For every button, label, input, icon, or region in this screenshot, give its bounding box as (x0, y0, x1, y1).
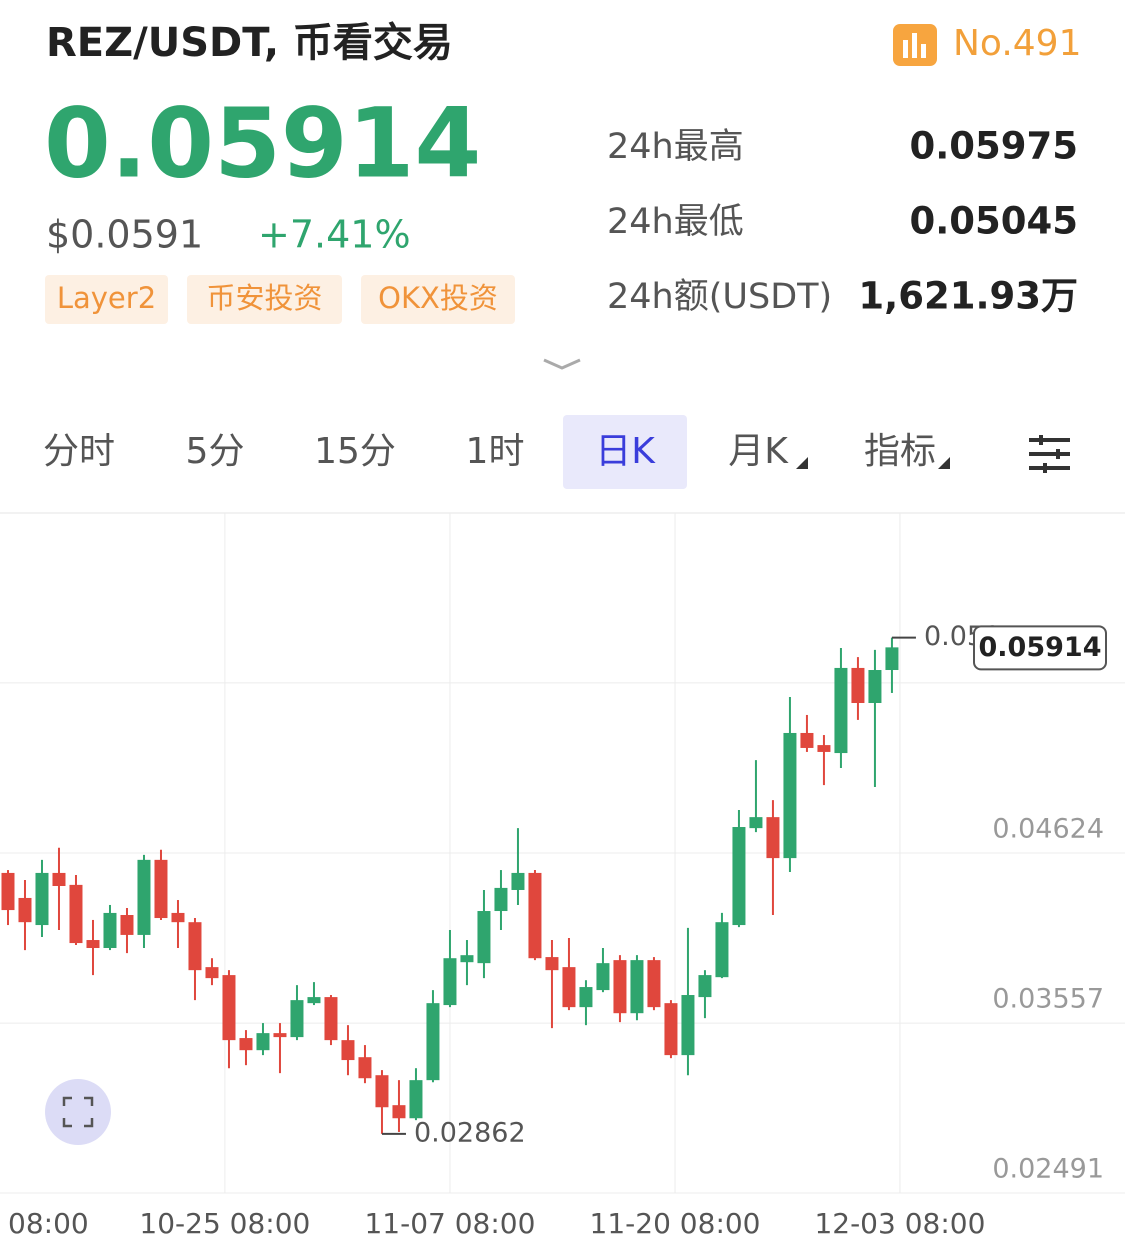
stat-label: 24h最高 (607, 127, 744, 167)
x-tick-label: 12-03 08:00 (814, 1207, 985, 1239)
candle-body (817, 745, 831, 752)
candle-body (715, 922, 729, 978)
stat-value: 0.05045 (909, 200, 1078, 243)
candle-body (120, 915, 134, 935)
fullscreen-button[interactable] (45, 1079, 111, 1145)
rank: No.491 (953, 23, 1081, 64)
candle-body (103, 912, 117, 949)
candle-body (613, 960, 627, 1014)
candle-body (545, 957, 559, 971)
candle-body (222, 975, 236, 1041)
stat-value: 1,621.93万 (858, 275, 1078, 318)
stat-label: 24h额(USDT) (607, 277, 832, 317)
tag-bg (187, 275, 342, 324)
candle-body (681, 995, 695, 1056)
candle-body (256, 1033, 270, 1051)
candle-body (1, 872, 15, 911)
candle-body (460, 955, 474, 963)
candle-body (579, 987, 593, 1008)
x-tick-label: 08:00 (8, 1207, 89, 1239)
min-label: 0.02862 (414, 1117, 526, 1148)
candle-body (18, 897, 32, 923)
candle-body (86, 940, 100, 949)
candle-body (137, 859, 151, 935)
candle-body (630, 960, 644, 1014)
stat-value: 0.05975 (909, 125, 1078, 168)
dropdown-caret (796, 457, 808, 469)
candle-body (239, 1038, 253, 1051)
candle-body (851, 667, 865, 704)
last-price-box (973, 625, 1107, 671)
candle-body (562, 967, 576, 1008)
candle-body (341, 1040, 355, 1061)
tab[interactable]: 15分 (314, 431, 396, 472)
candle-body (188, 922, 202, 971)
rank-icon (893, 24, 937, 66)
candle-body (273, 1033, 287, 1038)
candle-body (698, 975, 712, 998)
tag-bg (45, 275, 168, 324)
candle-body (783, 732, 797, 859)
candle-body (596, 963, 610, 991)
tag: Layer2 (57, 281, 156, 315)
candle-body (35, 872, 49, 926)
y-tick-label: 0.04624 (992, 814, 1104, 845)
active-tab-bg (563, 415, 687, 489)
candle-body (52, 872, 66, 886)
tab[interactable]: 分时 (43, 431, 115, 472)
tab[interactable]: 1时 (466, 431, 525, 472)
candle-body (528, 872, 542, 959)
candle-body (834, 667, 848, 754)
candle-body (749, 817, 763, 829)
expand-chevron[interactable] (543, 358, 581, 370)
candle-body (307, 997, 321, 1004)
candle-body (290, 1000, 304, 1038)
tab[interactable]: 月K (728, 431, 789, 472)
tab[interactable]: 日K (595, 431, 656, 472)
candle-body (443, 958, 457, 1006)
candle-body (69, 884, 83, 944)
candle-body (375, 1075, 389, 1108)
x-tick-label: 11-20 08:00 (590, 1207, 761, 1239)
usd-price: $0.0591 (46, 213, 203, 257)
candle-body (885, 647, 899, 671)
candle-body (426, 1003, 440, 1081)
pair-title: REZ/USDT, 币看交易 (46, 20, 453, 66)
stat-label: 24h最低 (607, 202, 744, 242)
last-price: 0.05914 (44, 87, 481, 199)
y-tick-label: 0.02491 (992, 1154, 1104, 1185)
candle-body (800, 732, 814, 748)
x-tick-label: 11-07 08:00 (364, 1207, 535, 1239)
tag: OKX投资 (378, 281, 498, 315)
last-price-label: 0.05914 (979, 632, 1102, 663)
candle-body (494, 887, 508, 912)
x-tick-label: 10-25 08:00 (139, 1207, 310, 1239)
candle-body (358, 1057, 372, 1079)
candle-body (868, 670, 882, 704)
candle-body (154, 859, 168, 919)
settings-icon[interactable] (1029, 435, 1070, 473)
candle-body (171, 912, 185, 923)
dropdown-caret (938, 457, 950, 469)
candle-body (647, 960, 661, 1008)
change: +7.41% (258, 213, 411, 257)
candle-body (664, 1003, 678, 1056)
tab[interactable]: 5分 (186, 431, 245, 472)
candle-body (766, 817, 780, 859)
candle-body (511, 872, 525, 890)
candle-body (205, 967, 219, 979)
tab[interactable]: 指标 (864, 431, 936, 472)
candle-body (732, 827, 746, 926)
candle-body (477, 911, 491, 964)
candle-body (324, 997, 338, 1041)
candle-body (409, 1080, 423, 1119)
candle-body (392, 1105, 406, 1119)
tag-bg (361, 275, 515, 324)
tag: 币安投资 (206, 281, 322, 315)
y-tick-label: 0.03557 (992, 984, 1104, 1015)
